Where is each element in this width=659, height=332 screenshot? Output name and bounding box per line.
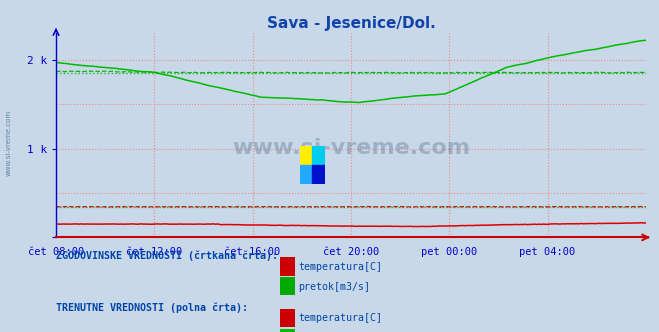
Bar bbox=[312, 165, 325, 184]
Bar bbox=[312, 146, 325, 165]
Bar bbox=[300, 165, 312, 184]
Title: Sava - Jesenice/Dol.: Sava - Jesenice/Dol. bbox=[266, 16, 436, 31]
Text: temperatura[C]: temperatura[C] bbox=[298, 313, 382, 323]
Text: www.si-vreme.com: www.si-vreme.com bbox=[5, 110, 12, 176]
Text: TRENUTNE VREDNOSTI (polna črta):: TRENUTNE VREDNOSTI (polna črta): bbox=[56, 302, 248, 313]
Text: ZGODOVINSKE VREDNOSTI (črtkana črta):: ZGODOVINSKE VREDNOSTI (črtkana črta): bbox=[56, 251, 278, 261]
Text: temperatura[C]: temperatura[C] bbox=[298, 262, 382, 272]
Text: www.si-vreme.com: www.si-vreme.com bbox=[232, 137, 470, 158]
Text: pretok[m3/s]: pretok[m3/s] bbox=[298, 282, 370, 291]
Bar bbox=[300, 146, 312, 165]
